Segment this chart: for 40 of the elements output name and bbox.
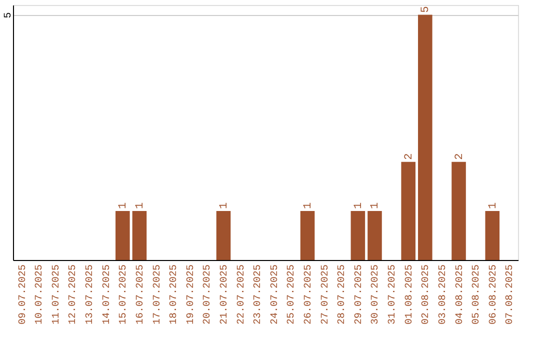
data-label: 1 <box>118 202 130 209</box>
x-tick-label: 09.07.2025 <box>18 264 29 325</box>
x-tick-label: 30.07.2025 <box>370 264 382 325</box>
x-tick-label: 31.07.2025 <box>388 264 399 325</box>
data-label: 1 <box>134 202 146 209</box>
x-tick-label: 07.08.2025 <box>505 264 516 325</box>
data-label: 1 <box>370 202 382 209</box>
x-tick-label: 04.08.2025 <box>454 264 466 325</box>
x-tick-label: 06.08.2025 <box>488 264 500 325</box>
data-label: 2 <box>403 153 416 160</box>
x-tick-label: 11.07.2025 <box>51 264 62 325</box>
x-tick-label: 15.07.2025 <box>118 264 130 325</box>
data-label: 5 <box>420 6 432 13</box>
x-tick-label: 12.07.2025 <box>68 264 80 325</box>
x-tick-label: 29.07.2025 <box>354 264 365 325</box>
x-tick-label: 21.07.2025 <box>219 264 230 325</box>
x-tick-label: 24.07.2025 <box>270 264 281 325</box>
x-tick-label: 28.07.2025 <box>337 264 348 325</box>
x-tick-label: 18.07.2025 <box>169 264 180 325</box>
x-tick-label: 17.07.2025 <box>152 264 164 325</box>
data-label: 1 <box>352 202 365 209</box>
x-tick-label: 14.07.2025 <box>102 264 113 325</box>
x-tick-label: 01.08.2025 <box>404 264 416 325</box>
x-tick-label: 03.08.2025 <box>438 264 449 325</box>
x-tick-label: 19.07.2025 <box>186 264 197 325</box>
x-tick-label: 26.07.2025 <box>304 264 315 325</box>
x-tick-label: 20.07.2025 <box>202 264 214 325</box>
data-label: 1 <box>218 202 230 209</box>
x-tick-label: 27.07.2025 <box>320 264 332 325</box>
data-label: 1 <box>487 202 500 209</box>
x-tick-label: 23.07.2025 <box>253 264 264 325</box>
x-tick-label: 02.08.2025 <box>421 264 432 325</box>
data-label: 1 <box>302 202 315 209</box>
x-tick-label: 13.07.2025 <box>85 264 96 325</box>
x-tick-label: 22.07.2025 <box>236 264 248 325</box>
x-tick-label: 25.07.2025 <box>286 264 298 325</box>
data-label: 2 <box>454 153 466 160</box>
x-tick-label: 10.07.2025 <box>34 264 46 325</box>
x-tick-label: 16.07.2025 <box>135 264 146 325</box>
x-tick-label: 05.08.2025 <box>472 264 483 325</box>
